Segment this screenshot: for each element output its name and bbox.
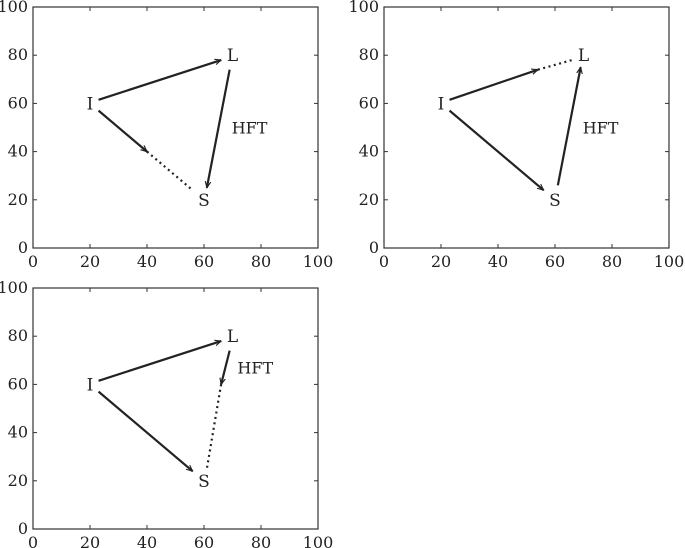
- dotted-edge: [537, 58, 573, 71]
- y-tick-label: 20: [359, 190, 379, 209]
- node-label-I: I: [438, 94, 445, 114]
- plot-frame: [383, 6, 670, 249]
- plot-frame: [32, 287, 319, 530]
- node-label-L: L: [578, 46, 589, 66]
- x-tick-label: 60: [194, 533, 214, 548]
- chart-panel-2: 0 20 40 60 80 100 0 20 40 60 80 100 I L S HFT: [348, 0, 684, 271]
- x-tick-label: 0: [379, 252, 389, 271]
- x-tick-label: 80: [251, 252, 271, 271]
- y-tick-label: 0: [369, 238, 379, 257]
- x-tick-label: 80: [602, 252, 622, 271]
- x-tick-label: 40: [137, 533, 157, 548]
- chart-panel-3: 0 20 40 60 80 100 0 20 40 60 80 100 I L S HFT: [0, 278, 333, 548]
- arrow-edge: [448, 109, 544, 191]
- arrow-edge: [97, 390, 193, 472]
- arrow-edge: [98, 341, 222, 382]
- annotation-label: HFT: [232, 119, 268, 138]
- y-tick-label: 40: [8, 423, 28, 442]
- x-tick-label: 100: [303, 533, 334, 548]
- y-tick-label: 20: [8, 190, 28, 209]
- annotation-label: HFT: [583, 119, 619, 138]
- node-label-I: I: [87, 375, 94, 395]
- arrow-edge: [98, 60, 222, 101]
- arrow-edge: [449, 70, 538, 101]
- y-tick-label: 60: [8, 374, 28, 393]
- y-tick-label: 100: [0, 0, 28, 16]
- annotation-label: HFT: [237, 359, 273, 378]
- node-label-S: S: [198, 191, 210, 211]
- y-tick-label: 40: [8, 142, 28, 161]
- dotted-edge: [205, 384, 223, 469]
- arrow-edge: [207, 69, 231, 188]
- y-tick-label: 100: [348, 0, 379, 16]
- arrow-edge: [221, 350, 231, 385]
- x-tick-label: 0: [28, 533, 38, 548]
- x-tick-label: 100: [303, 252, 334, 271]
- dotted-edge: [146, 150, 194, 191]
- x-tick-label: 40: [137, 252, 157, 271]
- x-tick-label: 80: [251, 533, 271, 548]
- arrow-edge: [556, 67, 581, 186]
- y-tick-label: 60: [359, 93, 379, 112]
- y-tick-label: 0: [18, 238, 28, 257]
- x-tick-label: 20: [80, 533, 100, 548]
- node-label-I: I: [87, 94, 94, 114]
- x-tick-label: 60: [194, 252, 214, 271]
- node-label-S: S: [549, 191, 561, 211]
- y-tick-label: 80: [359, 45, 379, 64]
- y-tick-label: 20: [8, 471, 28, 490]
- y-tick-label: 0: [18, 519, 28, 538]
- chart-panel-1: 0 20 40 60 80 100 0 20 40 60 80 100 I L S HFT: [0, 0, 333, 271]
- y-tick-label: 100: [0, 278, 28, 297]
- node-label-L: L: [227, 327, 238, 347]
- x-tick-label: 100: [654, 252, 685, 271]
- x-tick-label: 60: [545, 252, 565, 271]
- node-label-S: S: [198, 472, 210, 492]
- y-tick-label: 40: [359, 142, 379, 161]
- x-tick-label: 20: [80, 252, 100, 271]
- y-tick-label: 80: [8, 45, 28, 64]
- y-tick-label: 60: [8, 93, 28, 112]
- plot-frame: [32, 6, 319, 249]
- arrow-edge: [97, 109, 147, 152]
- x-tick-label: 0: [28, 252, 38, 271]
- x-tick-label: 20: [431, 252, 451, 271]
- y-tick-label: 80: [8, 326, 28, 345]
- x-tick-label: 40: [488, 252, 508, 271]
- node-label-L: L: [227, 46, 238, 66]
